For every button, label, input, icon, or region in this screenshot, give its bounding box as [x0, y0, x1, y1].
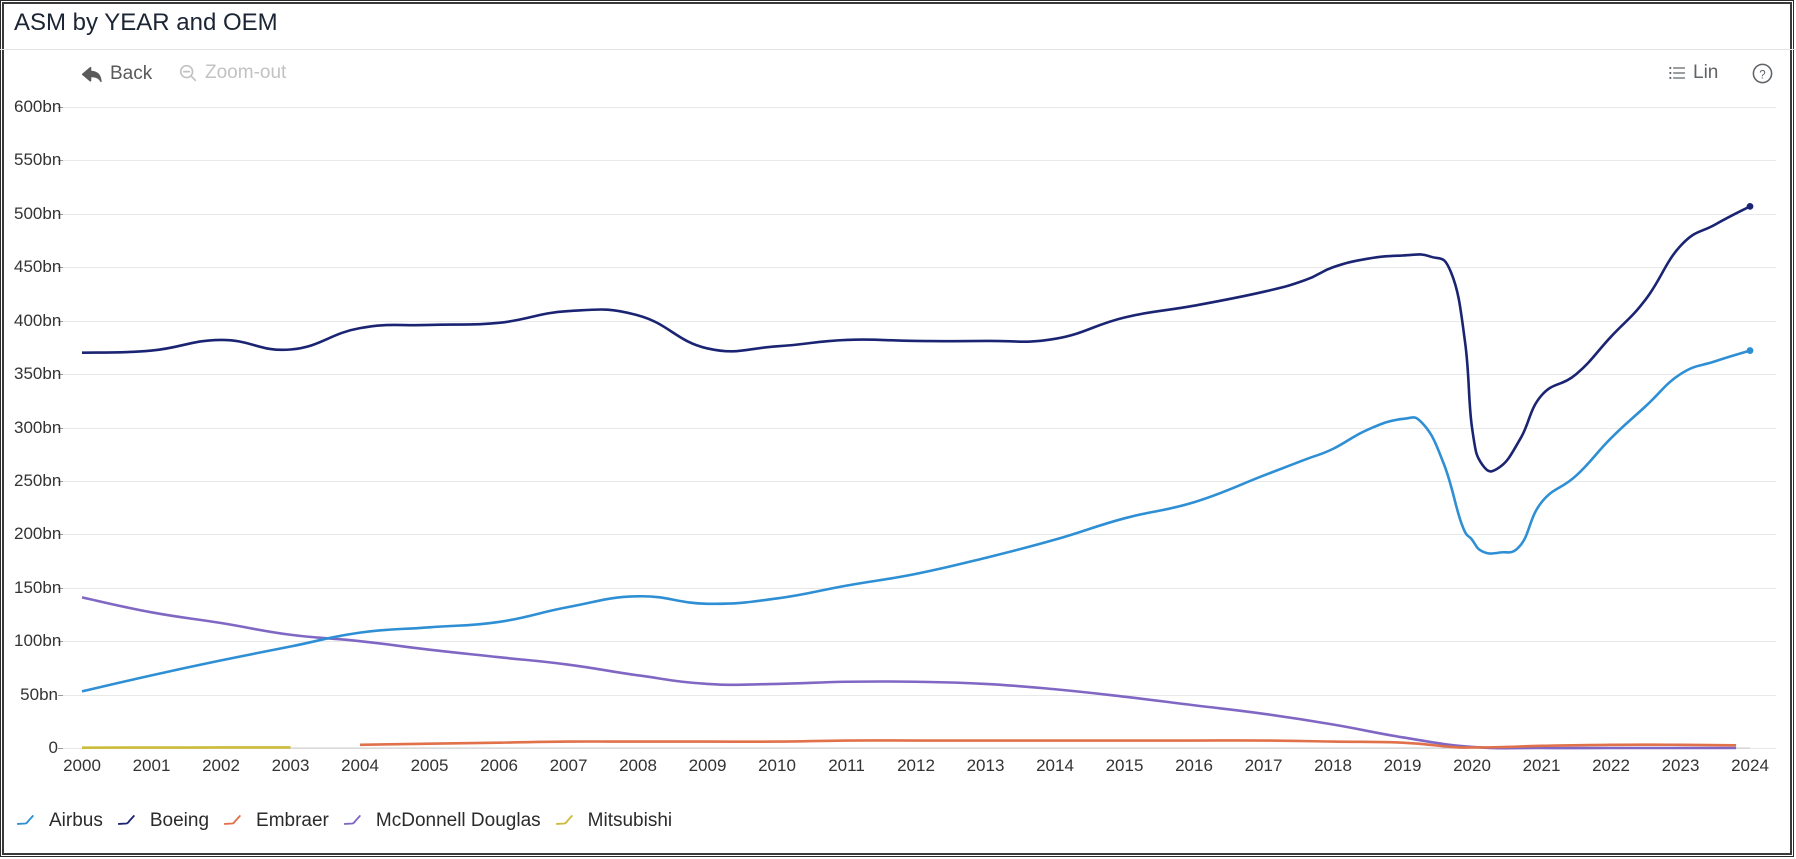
- svg-text:?: ?: [1759, 69, 1765, 81]
